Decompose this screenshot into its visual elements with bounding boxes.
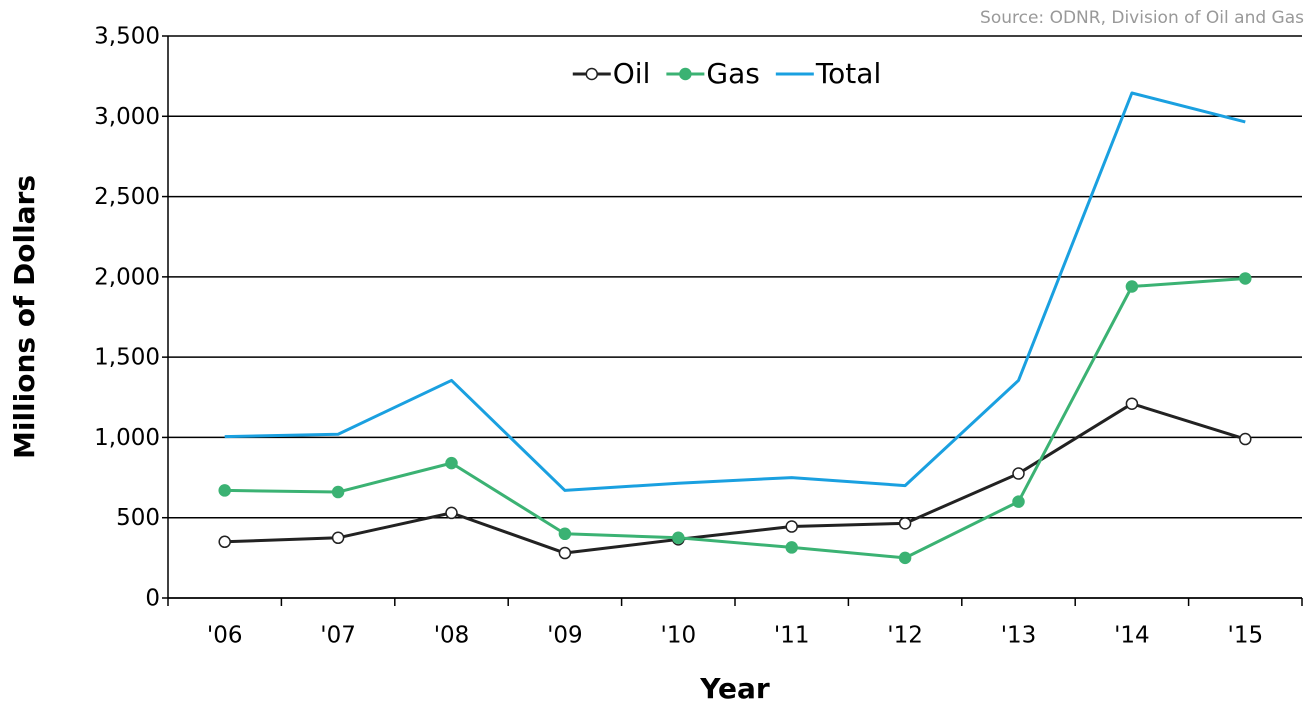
x-tick-label: '14 (1114, 623, 1150, 649)
x-tick-label: '08 (434, 623, 470, 649)
data-point (558, 527, 572, 541)
source-note: Source: ODNR, Division of Oil and Gas (980, 8, 1304, 28)
data-point (445, 456, 458, 470)
legend-label: Total (815, 57, 881, 90)
data-point (1125, 397, 1139, 410)
x-tick-label: '06 (207, 623, 243, 649)
data-point (898, 517, 912, 530)
data-point (785, 541, 798, 554)
legend-marker (585, 67, 599, 81)
x-tick-label: '10 (661, 623, 697, 649)
x-tick-label: '11 (774, 623, 810, 649)
x-tick-label: '09 (547, 623, 583, 649)
data-point (445, 506, 458, 520)
y-tick-label: 1,500 (94, 345, 160, 371)
data-point (1012, 495, 1025, 508)
x-tick-label: '13 (1001, 623, 1037, 649)
y-tick-label: 500 (116, 505, 160, 531)
y-tick-label: 3,500 (94, 24, 160, 50)
legend-marker (679, 67, 692, 81)
y-tick-label: 2,000 (94, 264, 160, 290)
data-point (898, 551, 912, 565)
x-tick-label: '12 (887, 623, 923, 649)
data-point (785, 520, 798, 533)
x-tick-label: '15 (1228, 623, 1264, 649)
y-tick-label: 2,500 (94, 184, 160, 210)
legend-label: Gas (706, 57, 759, 90)
data-point (1125, 280, 1139, 293)
data-point (218, 535, 231, 549)
y-tick-label: 3,000 (94, 104, 160, 130)
y-tick-label: 0 (145, 586, 160, 612)
data-point (1239, 272, 1252, 285)
data-point (331, 485, 345, 499)
data-point (1012, 467, 1025, 480)
data-point (558, 546, 572, 560)
data-point (1239, 432, 1252, 446)
series-line (224, 91, 1246, 492)
data-point (672, 531, 685, 545)
legend-label: Oil (613, 57, 651, 90)
data-point (331, 531, 345, 545)
data-point (218, 484, 231, 497)
x-axis-title: Year (699, 672, 770, 705)
series-line (224, 402, 1246, 555)
series-line (224, 276, 1246, 560)
y-axis-title: Millions of Dollars (8, 175, 41, 459)
y-tick-label: 1,000 (94, 425, 160, 451)
x-tick-label: '07 (320, 623, 356, 649)
